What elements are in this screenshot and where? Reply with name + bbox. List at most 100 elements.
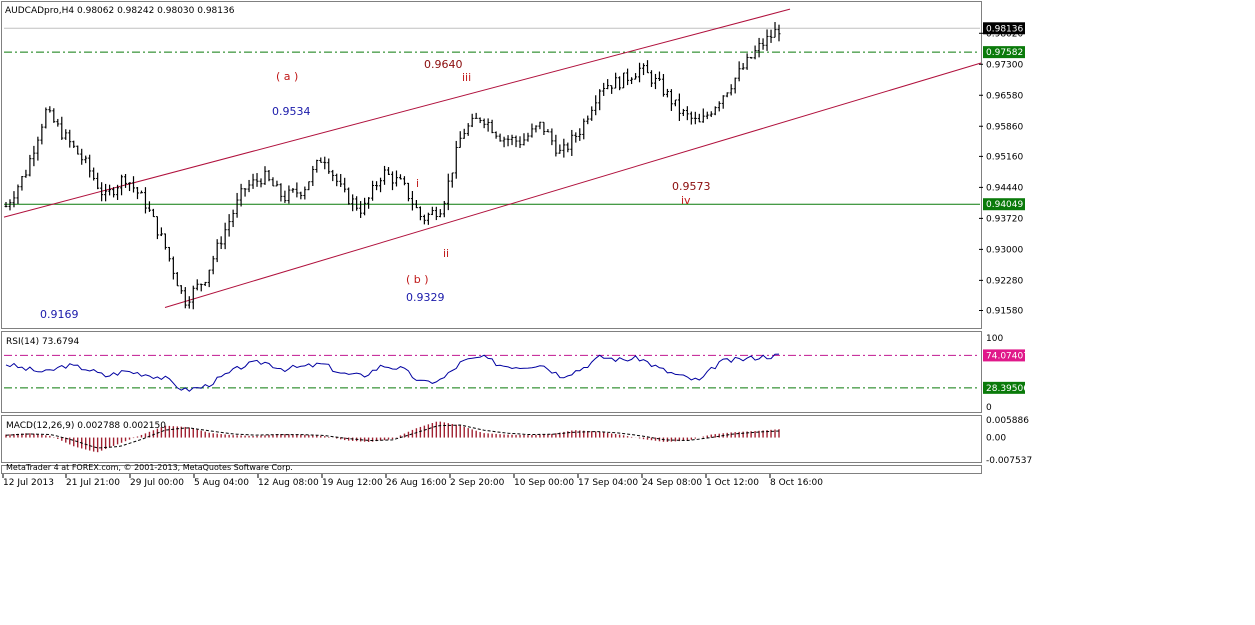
candle — [733, 77, 737, 94]
candle — [749, 56, 753, 59]
candle — [223, 222, 227, 250]
time-tick-label: 12 Aug 08:00 — [258, 478, 319, 488]
candle — [450, 172, 454, 188]
candle — [195, 279, 199, 291]
candle — [104, 183, 108, 202]
candle — [665, 88, 669, 98]
candle — [634, 73, 638, 80]
price-label-text: 0.97582 — [986, 48, 1023, 58]
candle — [693, 111, 697, 125]
candle — [765, 29, 769, 51]
price-tick-label: 0.91580 — [986, 307, 1023, 317]
candle — [661, 73, 665, 97]
candle — [28, 154, 32, 177]
candle — [4, 201, 8, 208]
candle — [626, 68, 630, 86]
chart-title: AUDCADpro,H4 0.98062 0.98242 0.98030 0.9… — [5, 6, 235, 16]
candle — [151, 208, 155, 218]
candle — [88, 154, 92, 178]
candle — [80, 148, 84, 165]
candle — [550, 128, 554, 146]
candle — [430, 206, 434, 216]
candle — [478, 117, 482, 124]
candle — [171, 256, 175, 280]
macd-tick-label: -0.007537 — [986, 456, 1032, 466]
candle — [191, 285, 195, 310]
candle — [486, 118, 490, 132]
candle — [20, 176, 24, 191]
candle — [363, 197, 367, 216]
candle — [371, 180, 375, 201]
candle — [398, 174, 402, 180]
candle — [669, 89, 673, 111]
candle — [215, 239, 219, 263]
candle — [729, 84, 733, 96]
candle — [24, 169, 28, 178]
time-tick-label: 5 Aug 04:00 — [194, 478, 249, 488]
rsi-tick-label: 100 — [986, 334, 1003, 344]
candle — [327, 158, 331, 174]
candle — [120, 174, 124, 196]
macd-panel: 0.005886 0.00 -0.007537 — [5, 416, 1032, 466]
time-tick-label: 29 Jul 00:00 — [130, 478, 184, 488]
candle — [737, 61, 741, 82]
macd-panel-frame — [1, 415, 982, 463]
candle — [717, 101, 721, 112]
candle — [761, 38, 765, 50]
candle — [355, 196, 359, 211]
candle — [247, 179, 251, 193]
candle — [52, 108, 56, 123]
candle — [183, 287, 187, 309]
macd-signal-line — [5, 424, 780, 449]
candle — [40, 123, 44, 145]
time-tick-label: 26 Aug 16:00 — [386, 478, 447, 488]
candle — [538, 121, 542, 130]
candle — [283, 190, 287, 203]
candle — [287, 185, 291, 204]
candle — [745, 53, 749, 70]
price-tick-label: 0.96580 — [986, 91, 1023, 101]
candle — [422, 214, 426, 225]
time-tick-label: 12 Jul 2013 — [3, 478, 54, 488]
candle — [638, 62, 642, 83]
candle — [510, 134, 514, 146]
candle — [44, 107, 48, 129]
candle — [243, 188, 247, 197]
candle — [590, 106, 594, 121]
candle — [454, 140, 458, 179]
candle — [311, 165, 315, 186]
wave-label: 0.9573 — [672, 180, 711, 193]
wave-label: i — [416, 177, 419, 190]
candle — [458, 131, 462, 149]
footer-frame — [1, 465, 982, 474]
candle — [646, 60, 650, 74]
candle — [375, 181, 379, 191]
wave-label: 0.9329 — [406, 291, 445, 304]
candle — [753, 45, 757, 60]
candle — [299, 191, 303, 200]
candle — [48, 106, 52, 113]
candle — [438, 209, 442, 218]
candle — [530, 123, 534, 138]
candle — [135, 186, 139, 200]
candle — [391, 171, 394, 191]
candle — [128, 182, 132, 192]
time-tick-label: 2 Sep 20:00 — [450, 478, 505, 488]
candle — [187, 296, 191, 309]
candle — [534, 125, 538, 133]
candle — [383, 165, 387, 185]
channel-upper-line — [3, 8, 791, 218]
candle — [219, 236, 223, 250]
candle — [598, 89, 602, 111]
candle — [681, 108, 685, 117]
candle — [167, 246, 171, 262]
candle — [64, 129, 68, 140]
candle — [387, 167, 391, 176]
candle — [614, 72, 618, 89]
candle — [92, 167, 96, 181]
candle — [582, 118, 586, 140]
candle — [426, 212, 430, 225]
candle — [558, 144, 562, 154]
time-tick-label: 21 Jul 21:00 — [66, 478, 120, 488]
